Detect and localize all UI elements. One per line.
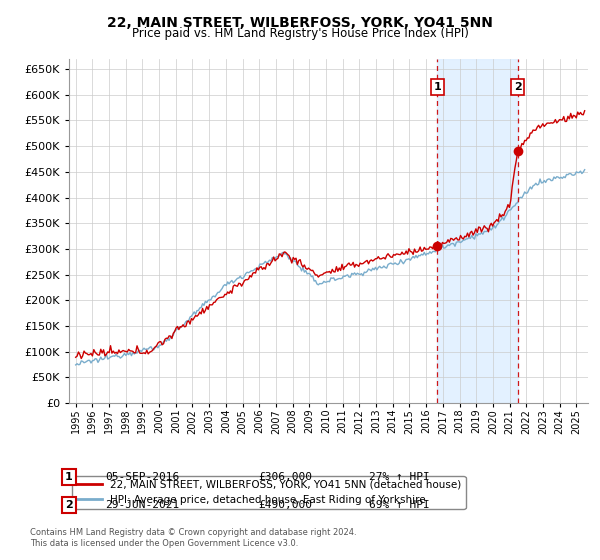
Text: 27% ↑ HPI: 27% ↑ HPI — [369, 472, 430, 482]
Text: 1: 1 — [434, 82, 442, 92]
Text: 1: 1 — [65, 472, 73, 482]
Text: £306,000: £306,000 — [258, 472, 312, 482]
Text: £490,000: £490,000 — [258, 500, 312, 510]
Legend: 22, MAIN STREET, WILBERFOSS, YORK, YO41 5NN (detached house), HPI: Average price: 22, MAIN STREET, WILBERFOSS, YORK, YO41 … — [71, 475, 466, 509]
Text: Contains HM Land Registry data © Crown copyright and database right 2024.
This d: Contains HM Land Registry data © Crown c… — [30, 528, 356, 548]
Text: 2: 2 — [514, 82, 521, 92]
Text: 29-JUN-2021: 29-JUN-2021 — [105, 500, 179, 510]
Text: 22, MAIN STREET, WILBERFOSS, YORK, YO41 5NN: 22, MAIN STREET, WILBERFOSS, YORK, YO41 … — [107, 16, 493, 30]
Text: Price paid vs. HM Land Registry's House Price Index (HPI): Price paid vs. HM Land Registry's House … — [131, 27, 469, 40]
Text: 2: 2 — [65, 500, 73, 510]
Text: 69% ↑ HPI: 69% ↑ HPI — [369, 500, 430, 510]
Bar — [437, 59, 518, 403]
Text: 05-SEP-2016: 05-SEP-2016 — [105, 472, 179, 482]
